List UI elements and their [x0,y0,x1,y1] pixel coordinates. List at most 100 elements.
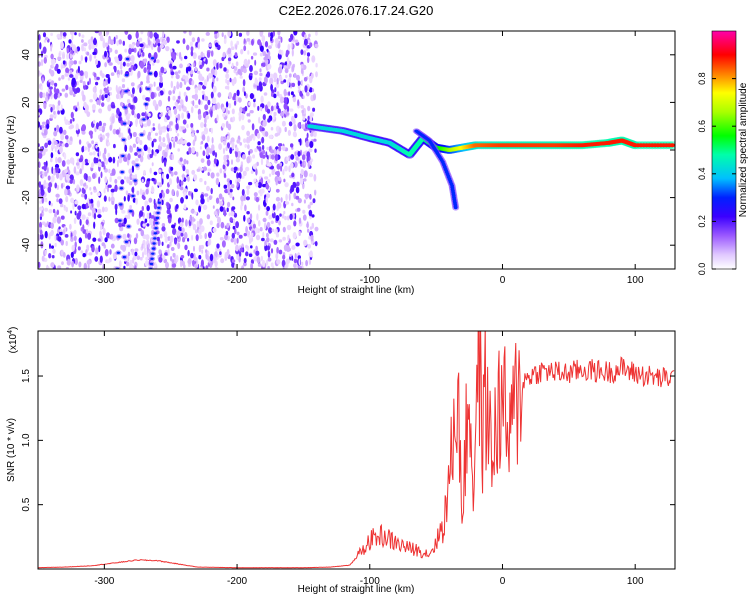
heatmap-cell [93,38,97,45]
heatmap-cell [53,110,56,115]
heatmap-cell [307,160,310,169]
heatmap-cell [190,209,195,214]
heatmap-cell [125,190,129,196]
snr-xtick-label: -300 [94,576,114,587]
heatmap-cell [264,240,267,247]
heatmap-cell [139,61,145,69]
heatmap-cell [104,249,109,257]
heatmap-cell [283,102,288,110]
heatmap-cell [127,251,131,257]
heatmap-cell [161,254,166,260]
heatmap-cell [184,55,188,60]
heatmap-cell [169,127,173,132]
heatmap-cell [145,256,149,261]
heatmap-cell [290,184,295,193]
heatmap-cell [294,113,298,119]
heatmap-cell [305,194,308,200]
heatmap-cell [220,221,225,229]
heatmap-cell [88,44,92,51]
heatmap-cell [246,185,251,190]
heatmap-cell [157,123,161,131]
heatmap-cell [57,265,62,269]
heatmap-cell [267,257,272,262]
heatmap-cell [307,105,311,112]
heatmap-cell [119,187,124,190]
heatmap-cell [62,252,66,258]
heatmap-cell [236,237,239,244]
heatmap-cell [256,85,260,91]
heatmap-cell [267,45,272,49]
heatmap-cell [202,266,205,269]
heatmap-cell [59,126,63,134]
heatmap-cell [61,143,65,147]
heatmap-cell [203,111,207,118]
heatmap-cell [267,250,271,258]
heatmap-cell [248,253,253,257]
heatmap-cell [140,229,145,237]
heatmap-cell [183,158,187,165]
heatmap-cell [81,39,84,43]
heatmap-cell [89,99,93,103]
heatmap-cell [49,243,51,250]
heatmap-cell [264,41,269,48]
heatmap-cell [183,106,187,112]
heatmap-cell [231,184,235,189]
heatmap-cell [101,125,105,133]
heatmap-cell [108,86,112,91]
heatmap-cell [169,235,174,243]
heatmap-cell [270,220,274,225]
heatmap-cell [285,112,290,116]
heatmap-cell [44,142,48,149]
heatmap-cell [62,129,67,135]
heatmap-cell [147,243,150,248]
heatmap-cell [57,236,62,242]
heatmap-cell [192,62,195,68]
heatmap-cell [101,206,105,213]
heatmap-cell [266,232,269,238]
heatmap-cell [87,175,92,183]
heatmap-cell [135,164,139,167]
heatmap-cell [216,32,220,38]
heatmap-cell [182,165,186,172]
heatmap-cell [128,67,132,73]
heatmap-cell [90,205,93,210]
heatmap-cell [204,232,207,240]
heatmap-cell [252,223,256,229]
heatmap-cell [60,239,64,246]
heatmap-cell [280,36,283,43]
heatmap-cell [38,161,41,168]
heatmap-xtick-label: -300 [94,275,114,286]
snr-panel: -300 -200 -100 0 100 0.5 1.0 1.5 Height of stra… [6,327,676,595]
heatmap-cell [180,197,184,204]
heatmap-cell [128,43,132,50]
heatmap-cell [43,148,48,152]
heatmap-cell [39,221,42,229]
snr-series-line-0 [38,331,675,569]
heatmap-cell [227,201,231,208]
heatmap-cell [313,93,316,101]
heatmap-cell [58,52,61,58]
heatmap-cell [200,51,204,58]
heatmap-cell [234,263,237,269]
heatmap-cell [87,143,92,148]
heatmap-cell [95,145,99,149]
heatmap-cell [279,162,283,167]
heatmap-cell [267,118,271,123]
heatmap-cell [259,152,263,159]
heatmap-cell [208,43,212,48]
heatmap-cell [235,151,238,158]
heatmap-cell [221,56,225,62]
heatmap-cell [314,241,318,247]
heatmap-cell [206,148,209,157]
heatmap-cell [65,240,68,247]
heatmap-cell [233,166,238,171]
heatmap-cell [295,156,299,161]
heatmap-cell [81,163,84,171]
heatmap-cell [212,227,217,233]
heatmap-cell [158,92,161,97]
heatmap-cell [157,43,161,47]
heatmap-cell [291,64,295,72]
heatmap-ytick-label: 20 [21,96,32,108]
heatmap-cell [199,234,203,239]
heatmap-cell [207,172,210,176]
